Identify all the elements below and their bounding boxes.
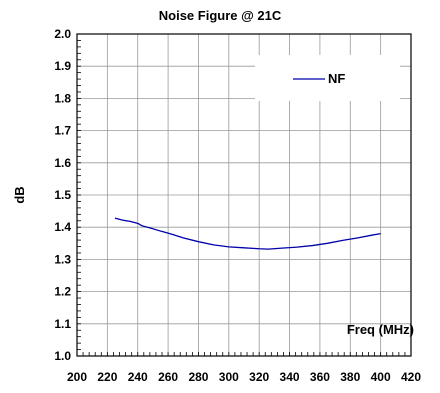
x-tick-label: 400 (371, 370, 391, 384)
y-axis-label: dB (12, 186, 27, 203)
legend: NF (255, 55, 400, 101)
x-tick-label: 240 (128, 370, 148, 384)
minor-ticks (76, 33, 412, 357)
y-tick-label: 1.5 (54, 188, 71, 202)
y-tick-label: 1.1 (54, 317, 71, 331)
x-tick-label: 380 (340, 370, 360, 384)
plot-frame (76, 33, 412, 357)
x-tick-label: 360 (310, 370, 330, 384)
x-tick-label: 220 (97, 370, 117, 384)
y-tick-labels: 1.0 1.1 1.2 1.3 1.4 1.5 1.6 1.7 1.8 1.9 2.0 (54, 27, 71, 363)
x-tick-labels: 200 220 240 260 280 300 320 340 360 380 400 420 (67, 370, 421, 384)
y-tick-label: 2.0 (54, 27, 71, 41)
series-line-nf (114, 217, 381, 250)
y-tick-label: 1.7 (54, 124, 71, 138)
x-tick-label: 300 (219, 370, 239, 384)
y-tick-label: 1.4 (54, 220, 71, 234)
chart-title: Noise Figure @ 21C (159, 8, 282, 23)
x-tick-label: 340 (280, 370, 300, 384)
y-tick-label: 1.3 (54, 252, 71, 266)
y-tick-label: 1.2 (54, 285, 71, 299)
x-tick-label: 260 (158, 370, 178, 384)
series-layer (114, 217, 381, 250)
y-tick-label: 1.6 (54, 156, 71, 170)
x-tick-label: 420 (401, 370, 421, 384)
legend-label-nf: NF (328, 71, 345, 86)
y-tick-label: 1.9 (54, 59, 71, 73)
y-tick-label: 1.8 (54, 91, 71, 105)
x-tick-label: 280 (188, 370, 208, 384)
legend-box (255, 55, 400, 101)
y-tick-label: 1.0 (54, 349, 71, 363)
x-tick-label: 320 (249, 370, 269, 384)
x-tick-label: 200 (67, 370, 87, 384)
x-axis-label: Freq (MHz) (347, 322, 414, 337)
grid (77, 34, 411, 356)
